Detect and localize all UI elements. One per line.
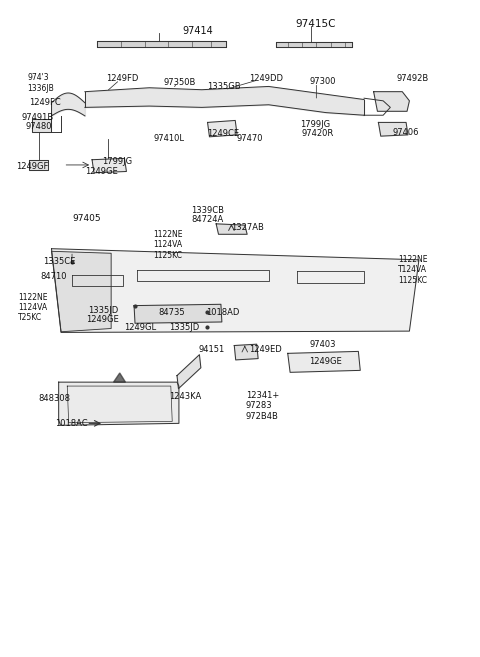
Text: 1799JG: 1799JG <box>300 120 330 129</box>
Text: 1122NE
T124VA
1125KC: 1122NE T124VA 1125KC <box>398 255 428 284</box>
Text: 1799JG: 1799JG <box>102 157 132 166</box>
Text: 97410L: 97410L <box>153 134 184 143</box>
Text: 1018AD: 1018AD <box>205 307 239 317</box>
Text: 1335GB: 1335GB <box>207 82 241 91</box>
Text: 97405: 97405 <box>72 214 101 223</box>
Polygon shape <box>134 304 222 323</box>
Text: 1335CE: 1335CE <box>43 258 76 266</box>
Text: 97350B: 97350B <box>164 78 196 87</box>
Text: 97491B: 97491B <box>22 114 54 122</box>
Polygon shape <box>92 158 126 173</box>
Polygon shape <box>59 382 179 425</box>
Text: 12341+
97283
972B4B: 12341+ 97283 972B4B <box>246 391 279 420</box>
Text: 97470: 97470 <box>236 134 263 143</box>
Text: 1327AB: 1327AB <box>231 223 264 233</box>
Polygon shape <box>29 160 48 170</box>
Text: 1122NE
1124VA
1125KC: 1122NE 1124VA 1125KC <box>153 230 183 260</box>
Polygon shape <box>51 251 111 332</box>
Polygon shape <box>51 249 419 332</box>
Text: 1335JD: 1335JD <box>88 306 119 315</box>
Text: 1249GE: 1249GE <box>85 167 118 176</box>
Polygon shape <box>114 373 125 382</box>
Polygon shape <box>373 92 409 111</box>
Text: 84735: 84735 <box>158 307 184 317</box>
Polygon shape <box>207 120 237 137</box>
Text: 97300: 97300 <box>309 77 336 85</box>
Text: 974'3
1336JB: 974'3 1336JB <box>28 74 54 93</box>
Text: 84724A: 84724A <box>192 215 224 225</box>
Text: 1249DD: 1249DD <box>250 74 284 83</box>
Text: 1339CB: 1339CB <box>192 206 224 215</box>
Text: 1249FC: 1249FC <box>29 99 61 107</box>
Polygon shape <box>177 355 201 389</box>
Text: 1249ED: 1249ED <box>250 345 282 354</box>
Text: 97492B: 97492B <box>396 74 429 83</box>
Text: 1122NE
1124VA
T25KC: 1122NE 1124VA T25KC <box>18 292 48 323</box>
Polygon shape <box>33 119 51 132</box>
Polygon shape <box>378 122 408 136</box>
Text: 97480: 97480 <box>25 122 52 131</box>
Text: 1249GL: 1249GL <box>124 323 156 332</box>
Text: 1249CE: 1249CE <box>207 129 240 138</box>
Text: 84710: 84710 <box>40 271 67 281</box>
Text: 1249FD: 1249FD <box>107 74 139 83</box>
Text: 97403: 97403 <box>309 340 336 350</box>
Text: 1335JD: 1335JD <box>169 323 200 332</box>
Text: 1249GE: 1249GE <box>309 357 342 366</box>
Text: 97414: 97414 <box>183 26 214 36</box>
Text: 97406: 97406 <box>393 127 419 137</box>
Polygon shape <box>288 351 360 373</box>
Text: 94151: 94151 <box>198 345 224 354</box>
Text: 848308: 848308 <box>38 394 71 403</box>
Text: 1249GE: 1249GE <box>86 315 119 324</box>
Text: 1018AC: 1018AC <box>55 419 87 428</box>
Text: 1243KA: 1243KA <box>169 392 202 401</box>
Text: 97420R: 97420R <box>301 129 333 138</box>
Polygon shape <box>216 224 247 235</box>
Polygon shape <box>234 344 258 360</box>
Text: 97415C: 97415C <box>295 19 336 30</box>
Text: 1249GF: 1249GF <box>16 162 48 171</box>
